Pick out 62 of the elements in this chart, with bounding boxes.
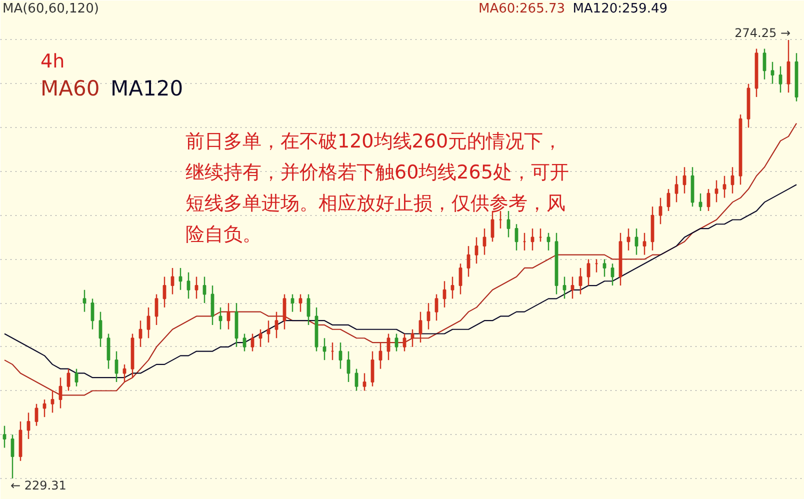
candlestick (98, 311, 102, 348)
candlestick (266, 320, 270, 344)
candlestick (274, 311, 278, 339)
candlestick (562, 276, 566, 300)
candlestick (322, 338, 326, 361)
candlestick (218, 306, 222, 330)
candlestick (394, 333, 398, 352)
candlestick (386, 333, 390, 361)
candlestick (74, 368, 78, 387)
candlestick (82, 289, 86, 312)
candlestick (154, 294, 158, 326)
text: 4h (40, 50, 65, 72)
candlestick (242, 333, 246, 352)
text: MA60:265.73 (478, 2, 566, 16)
text: MA60 (40, 76, 100, 100)
annotation: 前日多单，在不破120均线260元的情况下，继续持有，并价格若下触60均线265处，可开短线多单进场。相应放好止损，仅供参考，风险自负。 (186, 130, 569, 246)
candlestick (282, 294, 286, 330)
candlestick (298, 294, 302, 312)
candlestick (194, 276, 198, 300)
candlestick (50, 390, 54, 414)
candlestick (474, 236, 478, 264)
candlestick (418, 311, 422, 344)
candlestick (642, 232, 646, 256)
text: MA120:259.49 (572, 2, 668, 16)
candlestick (202, 276, 206, 304)
candlestick (170, 267, 174, 295)
candlestick (674, 175, 678, 203)
candlestick (306, 294, 310, 326)
candlestick (90, 298, 94, 330)
candlestick (10, 434, 14, 480)
candlestick (458, 262, 462, 295)
text: MA120 (110, 76, 184, 100)
candlestick (362, 372, 366, 392)
candlestick (2, 425, 6, 448)
candlestick (658, 197, 662, 225)
candlestick (770, 61, 774, 84)
candlestick (778, 66, 782, 94)
candlestick (506, 210, 510, 238)
candlestick (42, 398, 46, 418)
candlestick (570, 276, 574, 300)
candlestick (722, 175, 726, 198)
annotation: ← 229.31 (10, 478, 66, 492)
candlestick (66, 368, 70, 392)
candlestick (602, 258, 606, 278)
candlestick (434, 294, 438, 322)
candlestick (402, 333, 406, 352)
candlestick (450, 276, 454, 300)
candlestick (762, 48, 766, 80)
candlestick (370, 350, 374, 387)
text: MA(60,60,120) (2, 2, 99, 16)
candlestick (178, 267, 182, 290)
candlestick (354, 368, 358, 392)
candlestick (698, 192, 702, 212)
candlestick (250, 333, 254, 352)
candlestick (106, 333, 110, 370)
candlestick (786, 39, 790, 94)
candlestick (186, 272, 190, 300)
candlestick (146, 306, 150, 339)
candlestick (714, 180, 718, 203)
annotation: 274.25 → (734, 26, 790, 40)
candlestick (578, 267, 582, 295)
candlestick (290, 294, 294, 312)
